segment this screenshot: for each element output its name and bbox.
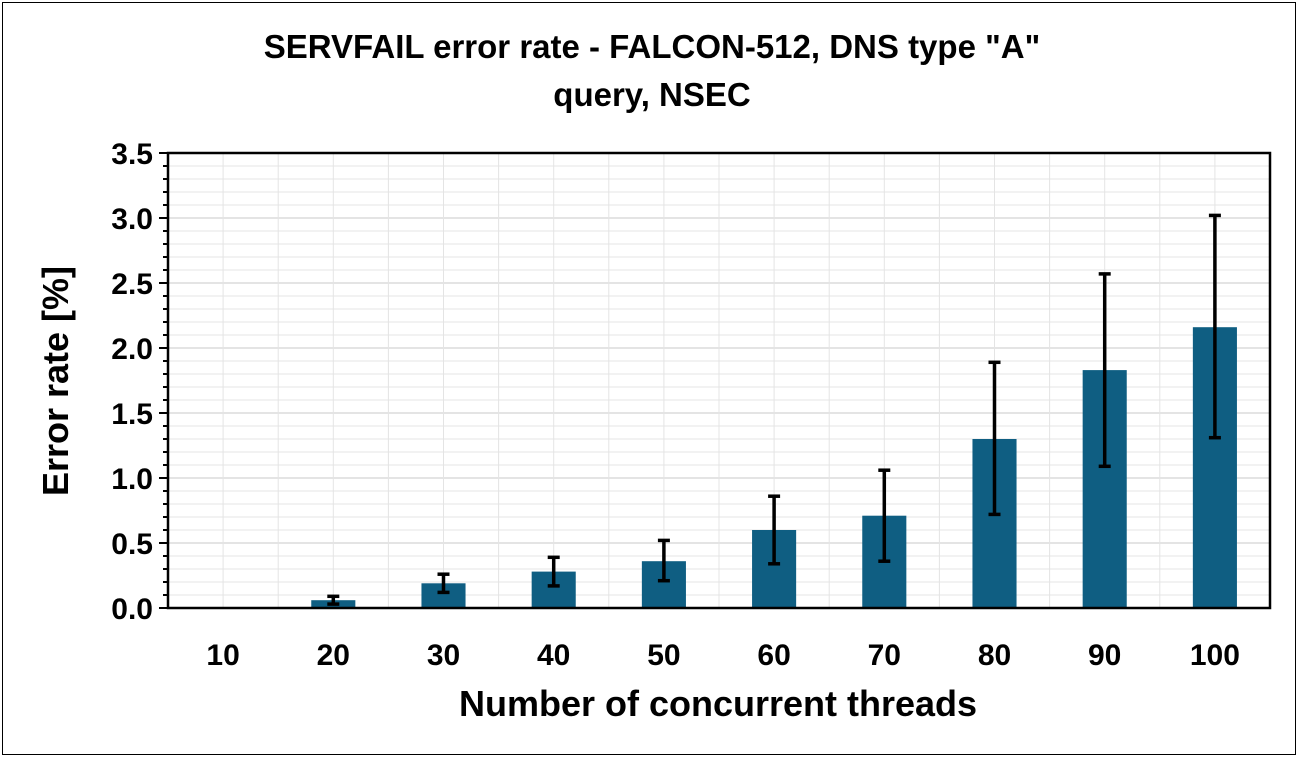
x-tick-label: 30 (427, 639, 460, 672)
x-tick-label: 80 (978, 639, 1011, 672)
chart-title: SERVFAIL error rate - FALCON-512, DNS ty… (264, 28, 1040, 113)
plot-area-border (166, 151, 1272, 610)
y-tick-labels: 0.0 0.5 1.0 1.5 2.0 2.5 3.0 3.5 (111, 138, 153, 626)
error-bar-90 (1098, 272, 1111, 469)
x-tick-label: 90 (1088, 639, 1121, 672)
y-tick-label: 1.5 (111, 398, 153, 431)
x-tick-label: 50 (647, 639, 680, 672)
axes (159, 151, 1272, 610)
x-axis-label: Number of concurrent threads (459, 683, 977, 724)
error-bar-80 (988, 360, 1001, 517)
error-bar-100 (1208, 213, 1221, 440)
y-tick-label: 0.5 (111, 528, 153, 561)
y-tick-label: 2.5 (111, 268, 153, 301)
chart-title-line-2: query, NSEC (553, 76, 750, 113)
error-bar-50 (657, 538, 670, 583)
error-bar-70 (878, 468, 891, 563)
y-tick-label: 1.0 (111, 463, 153, 496)
error-bar-60 (768, 494, 781, 566)
x-tick-label: 10 (206, 639, 239, 672)
x-tick-labels: 10 20 30 40 50 60 70 80 90 100 (206, 639, 1240, 672)
error-bar-20 (327, 594, 340, 606)
error-bar-30 (437, 572, 450, 595)
x-tick-label: 70 (868, 639, 901, 672)
x-tick-label: 20 (317, 639, 350, 672)
y-tick-label: 0.0 (111, 593, 153, 626)
error-bar-40 (547, 555, 560, 588)
y-tick-label: 3.5 (111, 138, 153, 171)
x-tick-label: 40 (537, 639, 570, 672)
x-tick-label: 100 (1190, 639, 1240, 672)
y-tick-label: 2.0 (111, 333, 153, 366)
error-bars (327, 213, 1221, 606)
y-axis-label: Error rate [%] (35, 266, 76, 496)
bars (311, 327, 1237, 608)
x-tick-label: 60 (757, 639, 790, 672)
chart-title-line-1: SERVFAIL error rate - FALCON-512, DNS ty… (264, 28, 1040, 65)
y-tick-label: 3.0 (111, 203, 153, 236)
